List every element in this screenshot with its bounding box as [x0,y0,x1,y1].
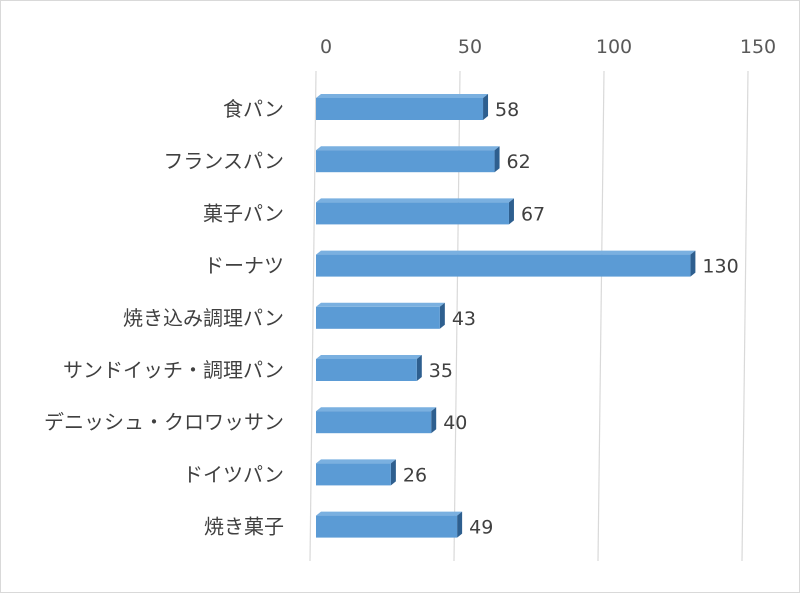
bar-top-face [316,302,445,307]
bar-side-face [431,407,437,434]
data-label: 43 [452,308,476,330]
bar-side-face [439,302,445,329]
category-label: 焼き込み調理パン [123,306,284,330]
bar-top-face [316,250,696,255]
x-tick-label: 100 [596,36,632,58]
bar [316,463,391,486]
x-tick-label: 0 [320,36,332,58]
bar-side-face [508,198,514,225]
bar-side-face [483,94,489,120]
data-label: 40 [443,412,467,434]
data-label: 62 [507,151,531,173]
bar [316,515,458,538]
category-label: ドイツパン [183,462,284,486]
bar-top-face [316,94,489,98]
bar-side-face [494,146,500,173]
category-label: ドーナツ [204,254,284,278]
category-label: 菓子パン [203,201,284,225]
bar-side-face [690,250,696,277]
x-tick-label: 150 [740,36,776,58]
data-label: 58 [495,99,519,121]
bar-top-face [316,355,422,359]
bar [316,306,440,329]
category-label: サンドイッチ・調理パン [63,358,284,382]
bar-top-face [316,511,463,516]
data-label: 67 [521,203,545,225]
bar [316,254,691,277]
bar-top-face [316,198,514,203]
bar-side-face [457,511,463,538]
bar [316,202,509,225]
gridline-0 [309,70,317,562]
category-label: デニッシュ・クロワッサン [44,410,284,434]
bar [316,150,495,173]
category-label: フランスパン [163,149,284,173]
bar [316,98,484,120]
data-label: 130 [702,256,738,278]
data-label: 49 [469,517,493,539]
data-label: 35 [429,360,453,382]
category-label: 焼き菓子 [204,515,284,539]
bar-top-face [316,407,437,412]
category-label: 食パン [223,97,284,121]
bar-side-face [416,355,422,381]
bar-top-face [316,146,500,151]
x-tick-label: 50 [458,36,482,58]
data-label: 26 [403,464,427,486]
bar [316,411,432,434]
gridline-100 [597,70,605,562]
gridline-150 [741,70,749,562]
bar [316,359,417,381]
bar-top-face [316,459,396,464]
bar-side-face [390,459,396,486]
